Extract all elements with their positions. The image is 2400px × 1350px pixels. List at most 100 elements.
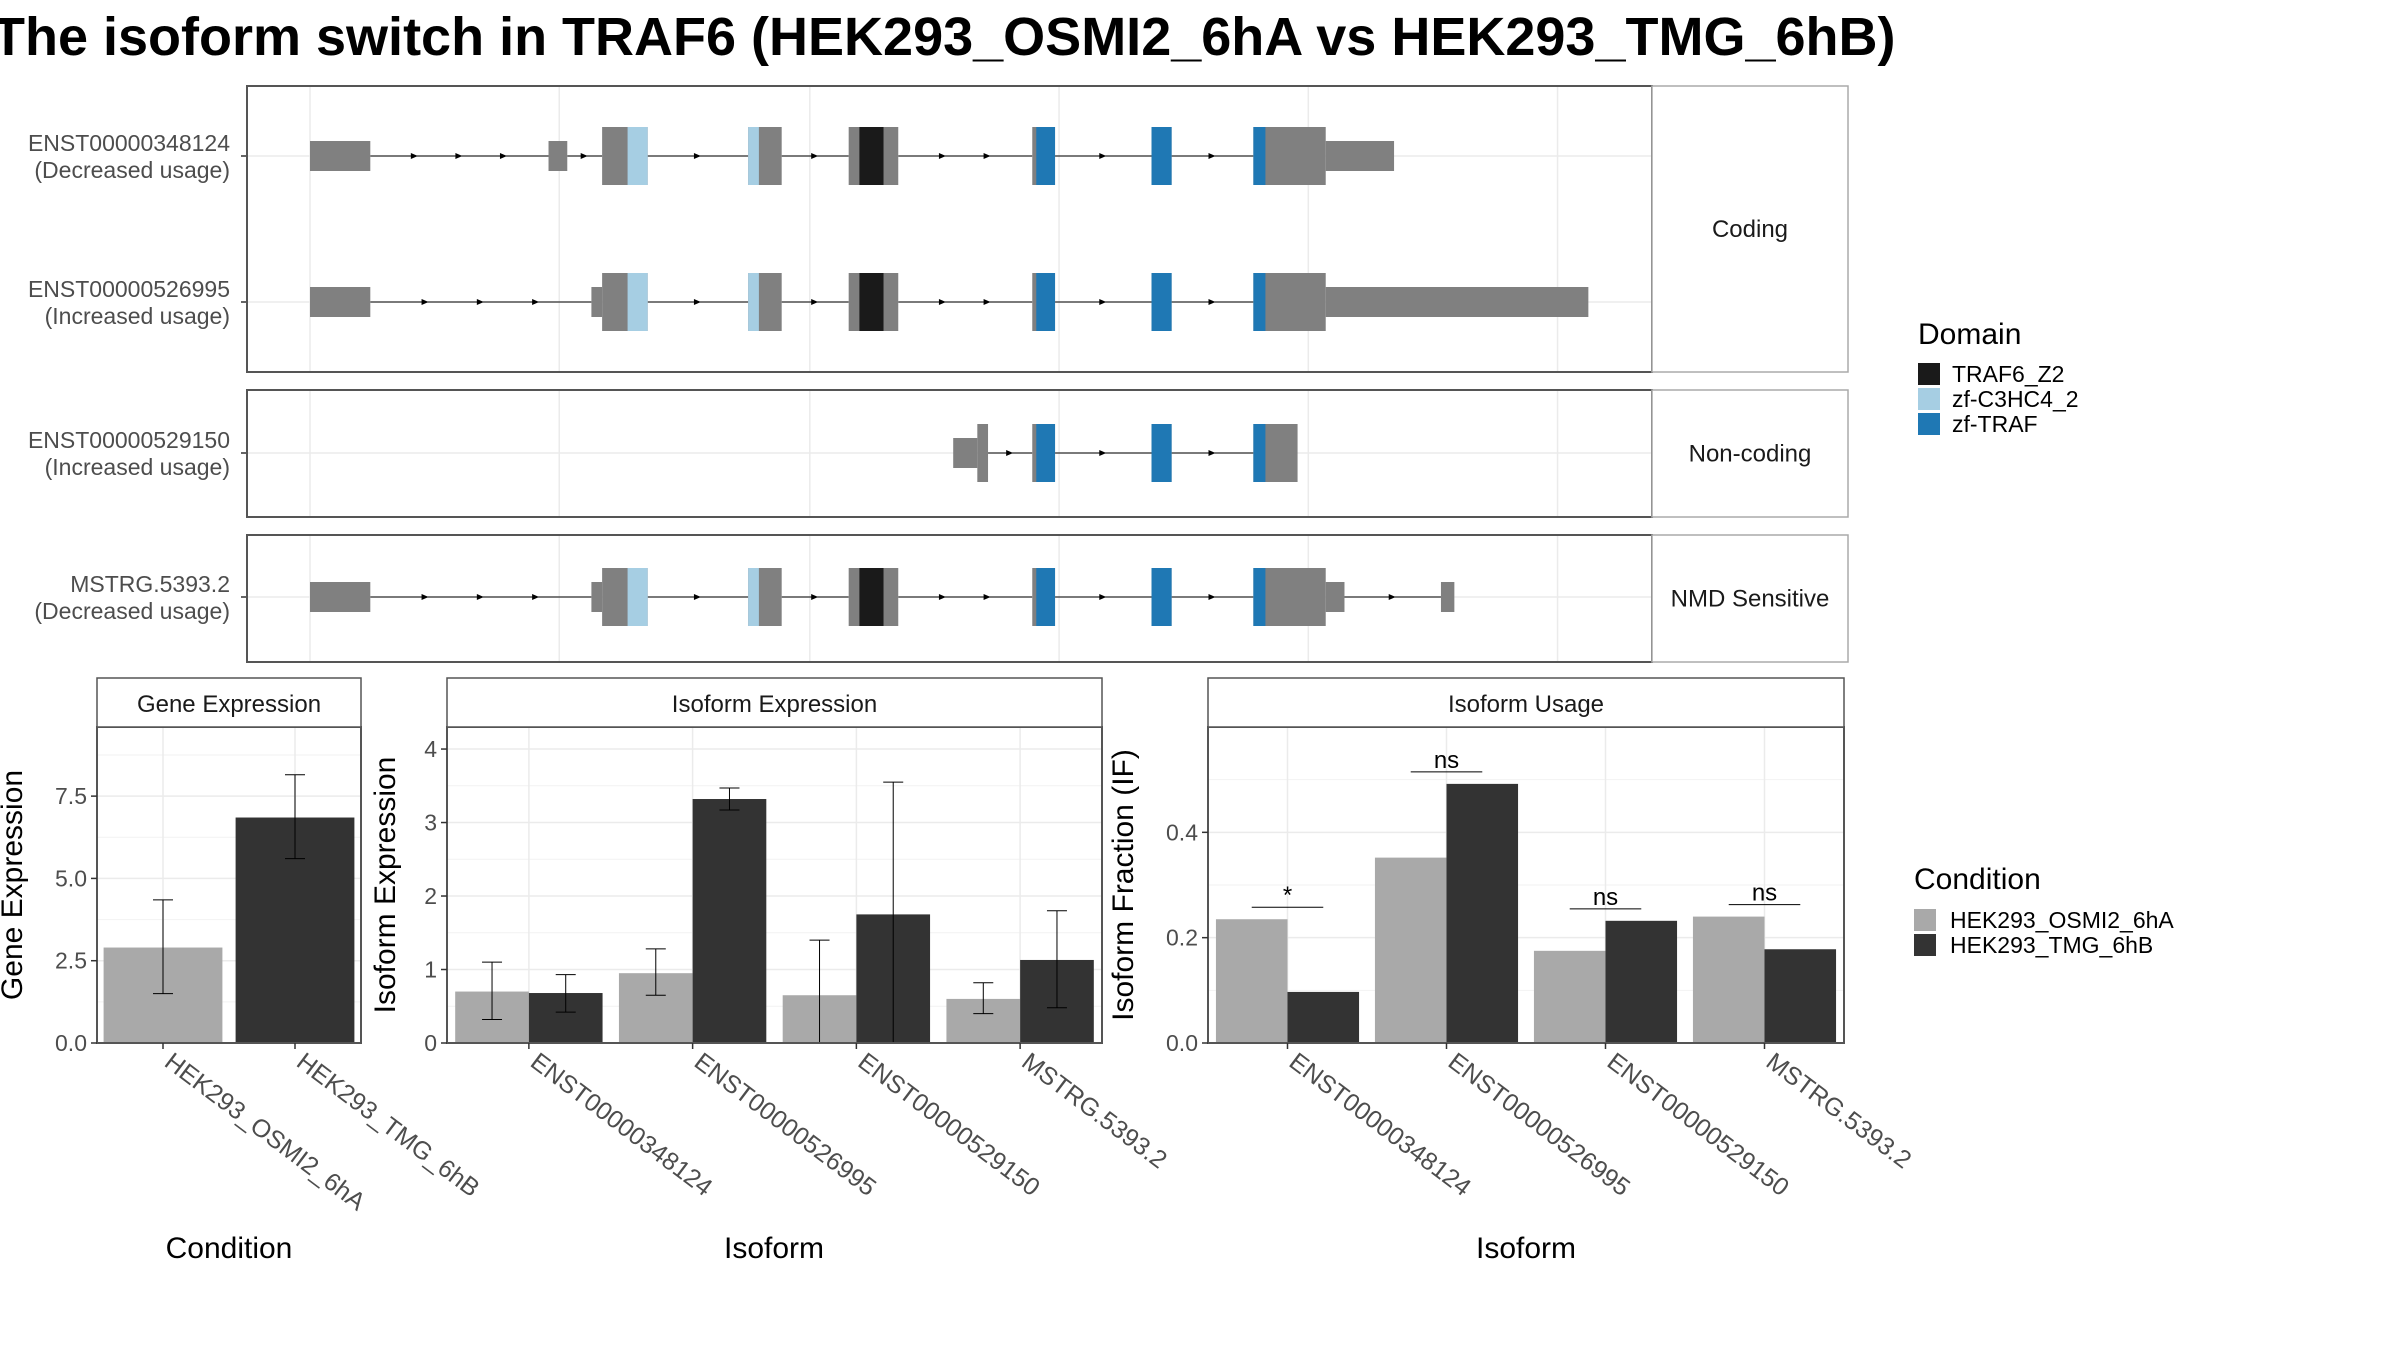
x-tick-label: ENST00000348124 [525, 1047, 717, 1202]
bar-HEK293_TMG_6hB-ENST00000526995 [692, 799, 767, 1043]
bar-HEK293_OSMI2_6hA-ENST00000348124 [1215, 919, 1288, 1043]
intron-arrow [983, 153, 991, 159]
domain-zf-TRAF [1253, 127, 1266, 185]
domain-zf-C3HC4_2 [748, 127, 759, 185]
domain-zf-TRAF [1151, 127, 1172, 185]
intron-arrow [938, 299, 946, 305]
domain-zf-C3HC4_2 [748, 568, 759, 626]
utr-exon [1440, 582, 1455, 612]
bar-HEK293_TMG_6hB-ENST00000529150 [1605, 920, 1678, 1043]
intron-arrow [532, 594, 540, 600]
domain-TRAF6_Z2 [859, 273, 884, 331]
intron-arrow [1388, 594, 1396, 600]
domain-zf-C3HC4_2 [627, 127, 648, 185]
intron-arrow [1099, 450, 1107, 456]
domain-legend-label: zf-C3HC4_2 [1952, 386, 2079, 412]
domain-zf-TRAF [1253, 273, 1266, 331]
intron-arrow [580, 153, 588, 159]
x-axis-title: Isoform [724, 1232, 824, 1265]
utr-exon [1325, 582, 1345, 612]
structure-panel-bg [247, 86, 1652, 372]
domain-zf-C3HC4_2 [627, 273, 648, 331]
y-axis-title: Isoform Fraction (IF) [1107, 749, 1140, 1021]
transcript-MSTRG.5393.2 [310, 568, 1455, 626]
y-tick-label: 0.0 [55, 1030, 87, 1056]
significance-label: ns [1593, 884, 1618, 911]
utr-exon [310, 582, 371, 612]
intron-arrow [410, 153, 418, 159]
significance-label: ns [1752, 880, 1777, 907]
intron-arrow [455, 153, 463, 159]
domain-zf-C3HC4_2 [627, 568, 648, 626]
domain-zf-TRAF [1036, 568, 1056, 626]
domain-zf-TRAF [1036, 424, 1056, 482]
utr-exon [591, 582, 603, 612]
intron-arrow [1208, 299, 1216, 305]
condition-legend-label: HEK293_OSMI2_6hA [1950, 907, 2174, 933]
domain-zf-TRAF [1151, 568, 1172, 626]
chart-strip-label: Gene Expression [137, 691, 321, 718]
utr-exon [548, 141, 568, 171]
expression-charts: Gene Expression0.02.55.07.5HEK293_OSMI2_… [0, 677, 1917, 1265]
facet-strip-label: Coding [1712, 216, 1788, 243]
transcript-id-label: ENST00000348124 [28, 130, 230, 156]
transcript-ENST00000348124 [310, 127, 1395, 185]
intron-arrow [499, 153, 507, 159]
utr-exon [591, 287, 603, 317]
y-tick-label: 3 [424, 810, 437, 836]
domain-zf-TRAF [1253, 568, 1266, 626]
transcript-usage-label: (Decreased usage) [34, 157, 230, 183]
transcript-ENST00000526995 [310, 273, 1589, 331]
chart-strip [1207, 677, 1845, 728]
intron-arrow [983, 594, 991, 600]
y-tick-label: 0.2 [1166, 925, 1198, 951]
domain-zf-TRAF [1151, 273, 1172, 331]
intron-arrow [476, 299, 484, 305]
coding-exon [977, 424, 989, 482]
domain-zf-TRAF [1151, 424, 1172, 482]
intron-arrow [1006, 450, 1014, 456]
y-tick-label: 1 [424, 957, 437, 983]
domain-legend-key [1918, 388, 1940, 410]
utr-exon [1325, 141, 1395, 171]
chart-isoexp: Isoform Expression01234ENST00000348124EN… [369, 677, 1173, 1265]
y-tick-label: 0.4 [1166, 819, 1198, 845]
intron-arrow [476, 594, 484, 600]
chart-strip-label: Isoform Expression [672, 691, 877, 718]
domain-legend-title: Domain [1918, 318, 2021, 351]
transcript-id-label: ENST00000529150 [28, 427, 230, 453]
chart-gene: Gene Expression0.02.55.07.5HEK293_OSMI2_… [0, 677, 485, 1265]
utr-exon [1325, 287, 1589, 317]
intron-arrow [693, 299, 701, 305]
x-tick-label: MSTRG.5393.2 [1761, 1047, 1917, 1174]
domain-zf-C3HC4_2 [748, 273, 759, 331]
intron-arrow [811, 594, 819, 600]
intron-arrow [1208, 594, 1216, 600]
y-tick-label: 7.5 [55, 783, 87, 809]
domain-legend-key [1918, 413, 1940, 435]
x-tick-label: MSTRG.5393.2 [1017, 1047, 1173, 1174]
domain-legend-key [1918, 363, 1940, 385]
bar-HEK293_OSMI2_6hA-MSTRG.5393.2 [1692, 916, 1765, 1043]
intron-arrow [532, 299, 540, 305]
intron-arrow [1208, 450, 1216, 456]
domain-TRAF6_Z2 [859, 127, 884, 185]
x-axis-title: Isoform [1476, 1232, 1576, 1265]
facet-strip [1651, 389, 1849, 518]
x-axis-title: Condition [166, 1232, 293, 1265]
intron-arrow [811, 153, 819, 159]
y-tick-label: 2 [424, 883, 437, 909]
transcript-usage-label: (Increased usage) [45, 303, 230, 329]
utr-exon [953, 438, 978, 468]
intron-arrow [1099, 299, 1107, 305]
y-tick-label: 2.5 [55, 948, 87, 974]
domain-legend-label: TRAF6_Z2 [1952, 361, 2064, 387]
facet-strip-label: Non-coding [1689, 441, 1812, 468]
transcript-usage-label: (Increased usage) [45, 454, 230, 480]
y-tick-label: 5.0 [55, 865, 87, 891]
intron-arrow [811, 299, 819, 305]
chart-panel-bg [447, 727, 1102, 1043]
transcript-ENST00000529150 [953, 424, 1298, 482]
